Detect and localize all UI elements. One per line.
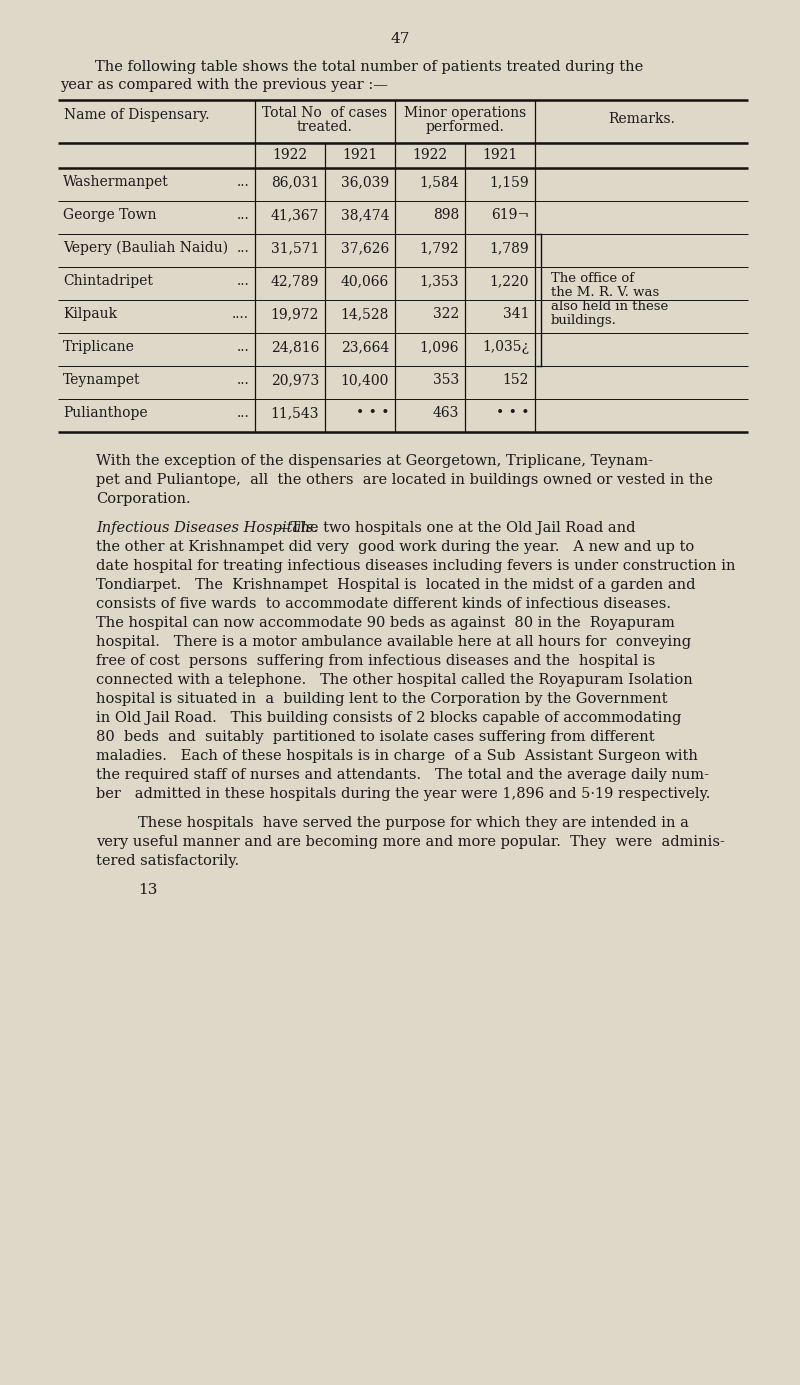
Text: 1,220: 1,220 xyxy=(490,274,529,288)
Text: 152: 152 xyxy=(502,373,529,386)
Text: ...: ... xyxy=(236,373,249,386)
Text: 47: 47 xyxy=(390,32,410,46)
Text: 20,973: 20,973 xyxy=(270,373,319,386)
Text: ...: ... xyxy=(236,339,249,355)
Text: Total No  of cases: Total No of cases xyxy=(262,107,387,120)
Text: Vepery (Bauliah Naidu): Vepery (Bauliah Naidu) xyxy=(63,241,228,255)
Text: George Town: George Town xyxy=(63,208,157,222)
Text: treated.: treated. xyxy=(297,120,353,134)
Text: in Old Jail Road.   This building consists of 2 blocks capable of accommodating: in Old Jail Road. This building consists… xyxy=(96,711,682,724)
Text: 19,972: 19,972 xyxy=(270,307,319,321)
Text: buildings.: buildings. xyxy=(551,314,617,327)
Text: ...: ... xyxy=(236,175,249,188)
Text: hospital.   There is a motor ambulance available here at all hours for  conveyin: hospital. There is a motor ambulance ava… xyxy=(96,634,691,650)
Text: Washermanpet: Washermanpet xyxy=(63,175,169,188)
Text: Corporation.: Corporation. xyxy=(96,492,190,506)
Text: Remarks.: Remarks. xyxy=(608,112,675,126)
Text: 86,031: 86,031 xyxy=(270,175,319,188)
Text: ...: ... xyxy=(236,406,249,420)
Text: 1,789: 1,789 xyxy=(490,241,529,255)
Text: 1,096: 1,096 xyxy=(419,339,459,355)
Text: 463: 463 xyxy=(433,406,459,420)
Text: the required staff of nurses and attendants.   The total and the average daily n: the required staff of nurses and attenda… xyxy=(96,769,709,783)
Text: 80  beds  and  suitably  partitioned to isolate cases suffering from different: 80 beds and suitably partitioned to isol… xyxy=(96,730,654,744)
Text: 38,474: 38,474 xyxy=(341,208,389,222)
Text: date hospital for treating infectious diseases including fevers is under constru: date hospital for treating infectious di… xyxy=(96,560,735,573)
Text: also held in these: also held in these xyxy=(551,301,668,313)
Text: The following table shows the total number of patients treated during the: The following table shows the total numb… xyxy=(95,60,643,73)
Text: ...: ... xyxy=(236,208,249,222)
Text: 37,626: 37,626 xyxy=(341,241,389,255)
Text: 24,816: 24,816 xyxy=(270,339,319,355)
Text: 341: 341 xyxy=(502,307,529,321)
Text: 31,571: 31,571 xyxy=(270,241,319,255)
Text: • • •: • • • xyxy=(495,406,529,420)
Text: 353: 353 xyxy=(433,373,459,386)
Text: 10,400: 10,400 xyxy=(341,373,389,386)
Text: free of cost  persons  suffering from infectious diseases and the  hospital is: free of cost persons suffering from infe… xyxy=(96,654,655,668)
Text: tered satisfactorily.: tered satisfactorily. xyxy=(96,855,239,868)
Text: 40,066: 40,066 xyxy=(341,274,389,288)
Text: 1922: 1922 xyxy=(413,148,447,162)
Text: the M. R. V. was: the M. R. V. was xyxy=(551,285,659,299)
Text: 41,367: 41,367 xyxy=(270,208,319,222)
Text: 36,039: 36,039 xyxy=(341,175,389,188)
Text: These hospitals  have served the purpose for which they are intended in a: These hospitals have served the purpose … xyxy=(138,816,689,830)
Text: 1,792: 1,792 xyxy=(419,241,459,255)
Text: 1,159: 1,159 xyxy=(490,175,529,188)
Text: year as compared with the previous year :—: year as compared with the previous year … xyxy=(60,78,388,91)
Text: 1921: 1921 xyxy=(342,148,378,162)
Text: The office of: The office of xyxy=(551,271,634,285)
Text: 1,035¿: 1,035¿ xyxy=(482,339,529,355)
Text: Teynampet: Teynampet xyxy=(63,373,141,386)
Text: 11,543: 11,543 xyxy=(270,406,319,420)
Text: 42,789: 42,789 xyxy=(270,274,319,288)
Text: 1,584: 1,584 xyxy=(419,175,459,188)
Text: ber   admitted in these hospitals during the year were 1,896 and 5·19 respective: ber admitted in these hospitals during t… xyxy=(96,787,710,801)
Text: 14,528: 14,528 xyxy=(341,307,389,321)
Text: • • •: • • • xyxy=(355,406,389,420)
Text: The hospital can now accommodate 90 beds as against  80 in the  Royapuram: The hospital can now accommodate 90 beds… xyxy=(96,616,675,630)
Text: Name of Dispensary.: Name of Dispensary. xyxy=(64,108,210,122)
Text: With the exception of the dispensaries at Georgetown, Triplicane, Teynam-: With the exception of the dispensaries a… xyxy=(96,454,653,468)
Text: 1922: 1922 xyxy=(273,148,307,162)
Text: performed.: performed. xyxy=(426,120,505,134)
Text: Pulianthope: Pulianthope xyxy=(63,406,148,420)
Text: Kilpauk: Kilpauk xyxy=(63,307,117,321)
Text: maladies.   Each of these hospitals is in charge  of a Sub  Assistant Surgeon wi: maladies. Each of these hospitals is in … xyxy=(96,749,698,763)
Text: 23,664: 23,664 xyxy=(341,339,389,355)
Text: —The two hospitals one at the Old Jail Road and: —The two hospitals one at the Old Jail R… xyxy=(276,521,635,535)
Text: connected with a telephone.   The other hospital called the Royapuram Isolation: connected with a telephone. The other ho… xyxy=(96,673,693,687)
Text: Chintadripet: Chintadripet xyxy=(63,274,153,288)
Text: Tondiarpet.   The  Krishnampet  Hospital is  located in the midst of a garden an: Tondiarpet. The Krishnampet Hospital is … xyxy=(96,578,695,591)
Text: 898: 898 xyxy=(433,208,459,222)
Text: very useful manner and are becoming more and more popular.  They  were  adminis-: very useful manner and are becoming more… xyxy=(96,835,725,849)
Text: hospital is situated in  a  building lent to the Corporation by the Government: hospital is situated in a building lent … xyxy=(96,692,667,706)
Text: pet and Puliantope,  all  the others  are located in buildings owned or vested i: pet and Puliantope, all the others are l… xyxy=(96,474,713,488)
Text: Triplicane: Triplicane xyxy=(63,339,135,355)
Text: 1,353: 1,353 xyxy=(419,274,459,288)
Text: 1921: 1921 xyxy=(482,148,518,162)
Text: ....: .... xyxy=(232,307,249,321)
Text: consists of five wards  to accommodate different kinds of infectious diseases.: consists of five wards to accommodate di… xyxy=(96,597,671,611)
Text: Minor operations: Minor operations xyxy=(404,107,526,120)
Text: ...: ... xyxy=(236,274,249,288)
Text: 322: 322 xyxy=(433,307,459,321)
Text: 619¬: 619¬ xyxy=(491,208,529,222)
Text: Infectious Diseases Hospitals.: Infectious Diseases Hospitals. xyxy=(96,521,318,535)
Text: the other at Krishnampet did very  good work during the year.   A new and up to: the other at Krishnampet did very good w… xyxy=(96,540,694,554)
Text: 13: 13 xyxy=(138,884,158,897)
Text: ...: ... xyxy=(236,241,249,255)
